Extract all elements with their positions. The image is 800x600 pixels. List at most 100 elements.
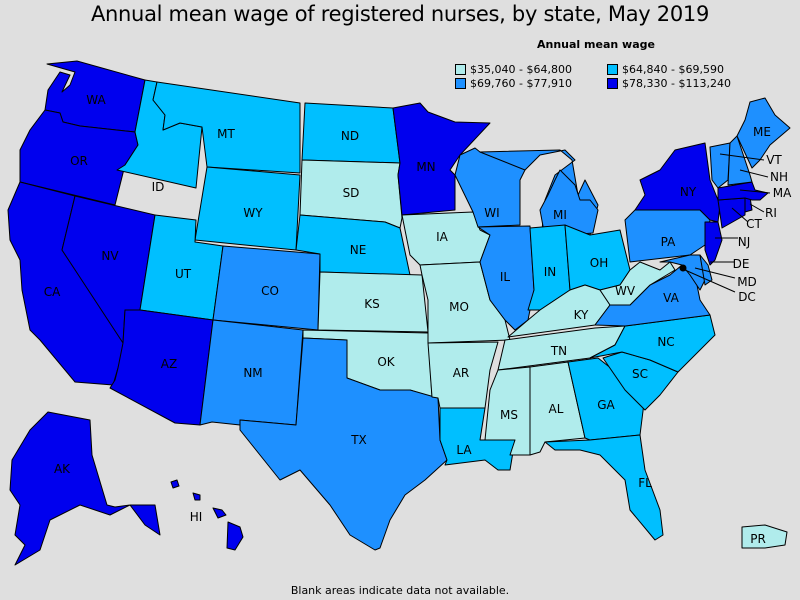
- label-ga: GA: [597, 398, 615, 412]
- state-ma[interactable]: [717, 181, 769, 201]
- callout-line-nh: [739, 169, 769, 178]
- state-wv[interactable]: [599, 261, 676, 306]
- callout-line-dc: [684, 269, 736, 293]
- label-ne: NE: [350, 243, 367, 257]
- label-sd: SD: [343, 186, 360, 200]
- legend-swatch-icon: [607, 78, 618, 89]
- callout-line-ma: [739, 189, 771, 194]
- legend-item-bin-2: $64,840 - $69,590: [607, 63, 724, 76]
- label-mn: MN: [416, 160, 435, 174]
- label-ny: NY: [680, 185, 697, 199]
- callout-line-ri: [749, 203, 765, 213]
- label-ky: KY: [574, 308, 589, 322]
- label-pa: PA: [661, 235, 676, 249]
- state-hi-big[interactable]: [226, 521, 244, 551]
- legend-label: $78,330 - $113,240: [622, 77, 731, 90]
- label-nm: NM: [243, 366, 262, 380]
- label-va: VA: [663, 291, 679, 305]
- callout-line-ct: [731, 207, 749, 223]
- footnote: Blank areas indicate data not available.: [290, 584, 510, 597]
- legend-label: $64,840 - $69,590: [622, 63, 724, 76]
- state-hi-maui[interactable]: [212, 507, 227, 519]
- legend-swatch-icon: [455, 64, 466, 75]
- state-mi-lower[interactable]: [539, 169, 599, 238]
- label-fl: FL: [638, 476, 652, 490]
- state-mt[interactable]: [152, 81, 301, 174]
- legend-label: $35,040 - $64,800: [470, 63, 572, 76]
- state-me[interactable]: [736, 97, 791, 169]
- label-ca: CA: [44, 285, 61, 299]
- label-ms: MS: [500, 408, 518, 422]
- label-nj: NJ: [738, 235, 751, 249]
- label-ma: MA: [773, 186, 792, 200]
- state-ny[interactable]: [634, 142, 721, 223]
- label-nh: NH: [770, 170, 788, 184]
- state-de[interactable]: [699, 254, 713, 286]
- label-co: CO: [261, 284, 279, 298]
- label-tx: TX: [350, 433, 367, 447]
- label-il: IL: [500, 270, 511, 284]
- legend-item-bin-1: $35,040 - $64,800: [455, 63, 572, 76]
- state-tx[interactable]: [239, 337, 448, 551]
- state-md[interactable]: [659, 254, 706, 291]
- label-wv: WV: [615, 284, 636, 298]
- state-ct[interactable]: [717, 197, 746, 229]
- label-me: ME: [753, 125, 771, 139]
- label-ks: KS: [364, 297, 380, 311]
- label-ak: AK: [54, 462, 71, 476]
- label-ok: OK: [377, 355, 395, 369]
- legend-swatch-icon: [607, 64, 618, 75]
- legend-title: Annual mean wage: [537, 38, 655, 51]
- state-wi[interactable]: [454, 147, 526, 228]
- dc-marker[interactable]: [679, 264, 687, 272]
- label-dc: DC: [738, 290, 756, 304]
- label-az: AZ: [161, 357, 177, 371]
- state-nj[interactable]: [704, 221, 723, 266]
- label-hi: HI: [190, 510, 203, 524]
- state-mn[interactable]: [392, 102, 491, 216]
- label-wa: WA: [86, 93, 106, 107]
- state-hi-kauai[interactable]: [170, 479, 180, 489]
- label-id: ID: [152, 180, 165, 194]
- page-title: Annual mean wage of registered nurses, b…: [90, 2, 710, 26]
- state-vt[interactable]: [709, 142, 731, 189]
- legend-label: $69,760 - $77,910: [470, 77, 572, 90]
- callout-line-md: [694, 267, 736, 279]
- label-al: AL: [549, 402, 564, 416]
- label-oh: OH: [590, 256, 608, 270]
- state-fl[interactable]: [544, 434, 664, 541]
- label-md: MD: [737, 275, 757, 289]
- label-nd: ND: [341, 129, 359, 143]
- territory-pr[interactable]: [741, 524, 788, 549]
- label-wy: WY: [243, 206, 263, 220]
- state-hi-oahu[interactable]: [192, 492, 201, 501]
- label-mi: MI: [553, 208, 567, 222]
- label-de: DE: [733, 257, 750, 271]
- state-ak[interactable]: [9, 411, 161, 566]
- label-ut: UT: [175, 267, 192, 281]
- label-tn: TN: [550, 344, 567, 358]
- label-ct: CT: [746, 217, 762, 231]
- label-mo: MO: [449, 300, 469, 314]
- label-in: IN: [544, 265, 557, 279]
- state-nh[interactable]: [727, 135, 753, 186]
- label-nc: NC: [657, 335, 674, 349]
- legend-item-bin-4: $78,330 - $113,240: [607, 77, 731, 90]
- label-ar: AR: [453, 366, 470, 380]
- state-la[interactable]: [439, 407, 516, 471]
- legend-item-bin-3: $69,760 - $77,910: [455, 77, 572, 90]
- label-sc: SC: [632, 367, 648, 381]
- state-ky[interactable]: [507, 284, 611, 338]
- label-la: LA: [456, 443, 472, 457]
- label-nv: NV: [101, 249, 119, 263]
- label-ia: IA: [436, 230, 449, 244]
- legend-swatch-icon: [455, 78, 466, 89]
- callout-line-vt: [719, 153, 765, 161]
- label-pr: PR: [750, 532, 766, 546]
- label-mt: MT: [217, 127, 235, 141]
- label-vt: VT: [766, 153, 782, 167]
- label-ri: RI: [765, 206, 777, 220]
- label-wi: WI: [484, 206, 499, 220]
- label-or: OR: [70, 154, 88, 168]
